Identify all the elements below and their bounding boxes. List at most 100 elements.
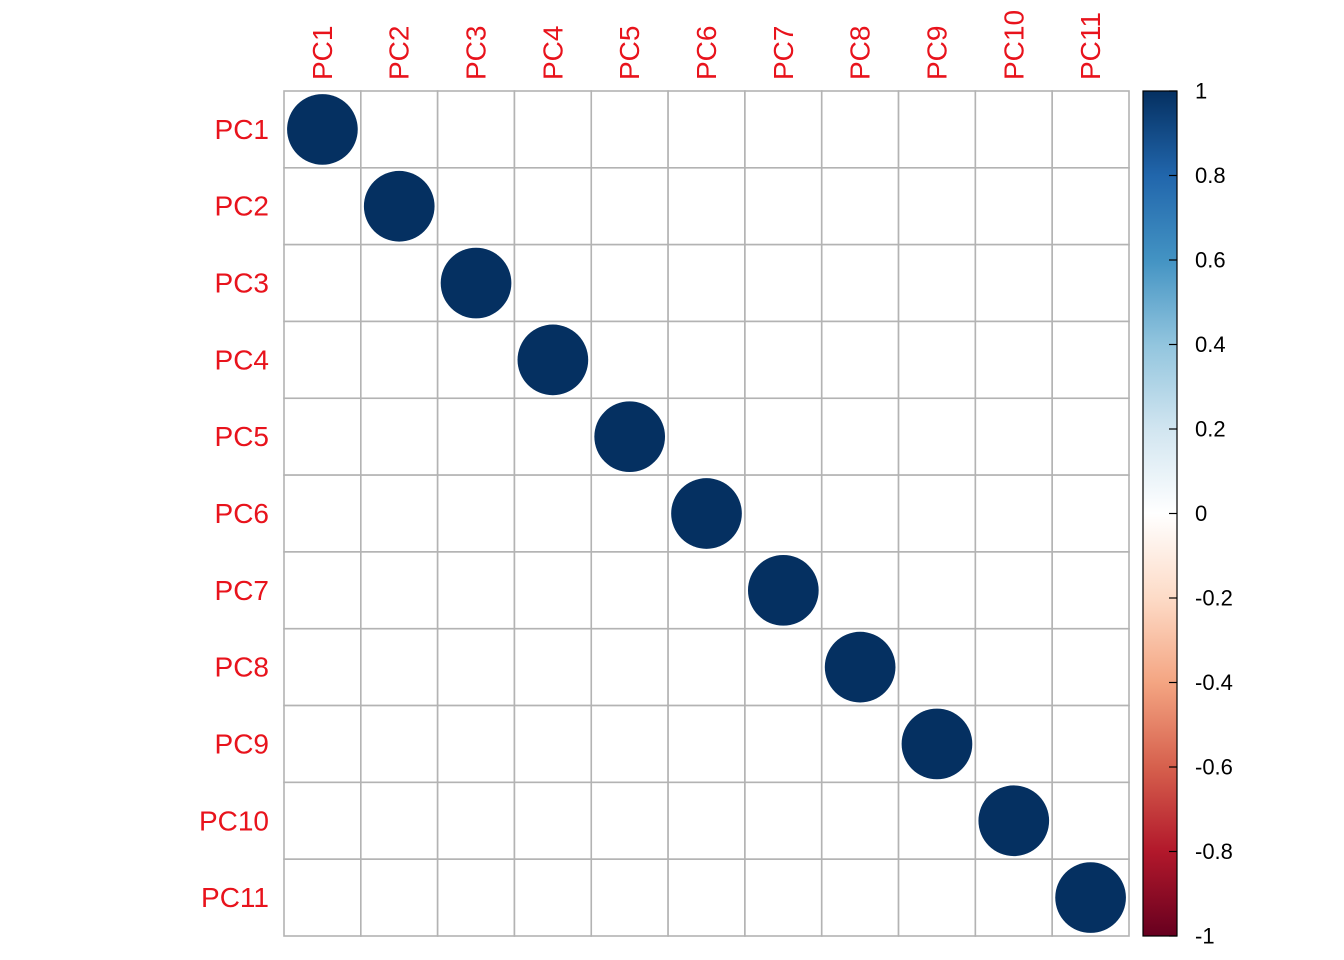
- grid-cell-PC10-PC11: [1051, 781, 1130, 860]
- grid-cell-PC11-PC1: [283, 858, 362, 937]
- grid-cell-PC1-PC7: [744, 90, 823, 169]
- colorbar-tick-label: 0.2: [1195, 417, 1226, 442]
- grid-cell-PC5-PC2: [360, 397, 439, 476]
- grid-cell-PC1-PC5: [590, 90, 669, 169]
- grid-cell-PC11-PC7: [744, 858, 823, 937]
- grid-cell-PC1-PC10: [974, 90, 1053, 169]
- colorbar-tick-label: 0: [1195, 501, 1207, 526]
- grid-cell-PC7-PC10: [974, 551, 1053, 630]
- grid-cell-PC8-PC9: [897, 627, 977, 707]
- correlation-circle-PC8-PC8: [824, 631, 896, 703]
- column-label-PC5: PC5: [614, 26, 645, 80]
- row-labels: PC1 PC2 PC3 PC4 PC5 PC6 PC7 PC8 PC9 PC10 PC11: [199, 114, 269, 913]
- grid-cell-PC9-PC4: [513, 704, 593, 784]
- grid-cell-PC5-PC11: [1051, 397, 1130, 476]
- grid-cell-PC7-PC3: [436, 551, 516, 630]
- grid-cell-PC4-PC9: [897, 320, 977, 400]
- grid-cell-PC2-PC9: [897, 167, 977, 246]
- column-label-PC8: PC8: [845, 26, 876, 80]
- grid-cell-PC1-PC6: [667, 90, 746, 169]
- grid-cell-PC5-PC10: [974, 397, 1053, 476]
- grid-cell-PC2-PC10: [974, 167, 1053, 246]
- grid-cell-PC7-PC9: [897, 551, 977, 630]
- column-label-PC4: PC4: [537, 26, 568, 80]
- grid-cell-PC8-PC11: [1051, 627, 1130, 707]
- grid-cell-PC9-PC2: [360, 704, 439, 784]
- grid-cell-PC10-PC9: [897, 781, 977, 860]
- grid-cell-PC2-PC1: [283, 167, 362, 246]
- colorbar-tick-label: 1: [1195, 79, 1207, 104]
- grid-cell-PC6-PC3: [436, 474, 516, 553]
- grid-cell-PC1-PC11: [1051, 90, 1130, 169]
- grid-cell-PC6-PC10: [974, 474, 1053, 553]
- row-label-PC9: PC9: [215, 728, 269, 759]
- colorbar-tick-label: -1: [1195, 924, 1215, 949]
- correlation-circle-PC3-PC3: [440, 247, 512, 319]
- column-label-PC3: PC3: [461, 26, 492, 80]
- grid-cell-PC4-PC10: [974, 320, 1053, 400]
- correlation-circle-PC5-PC5: [594, 401, 666, 473]
- grid-cell-PC11-PC2: [360, 858, 439, 937]
- grid-cell-PC4-PC11: [1051, 320, 1130, 400]
- row-label-PC4: PC4: [215, 344, 269, 375]
- grid-cell-PC9-PC7: [744, 704, 823, 784]
- grid-cell-PC10-PC1: [283, 781, 362, 860]
- column-label-PC9: PC9: [921, 26, 952, 80]
- grid-cell-PC6-PC5: [590, 474, 669, 553]
- grid-cell-PC5-PC8: [820, 397, 900, 476]
- colorbar-tick-label: 0.4: [1195, 332, 1226, 357]
- row-label-PC6: PC6: [215, 498, 269, 529]
- colorbar: 1 0.8 0.6 0.4 0.2 0 -0.2 -0.4 -0.6 -0.8 -1: [1142, 79, 1233, 949]
- grid-cell-PC4-PC2: [360, 320, 439, 400]
- grid-cell-PC9-PC8: [820, 704, 900, 784]
- grid-cell-PC7-PC4: [513, 551, 593, 630]
- correlation-circle-PC4-PC4: [517, 324, 589, 396]
- column-label-PC11: PC11: [1075, 12, 1106, 80]
- grid-cell-PC9-PC11: [1051, 704, 1130, 784]
- grid-cell-PC10-PC7: [744, 781, 823, 860]
- row-label-PC2: PC2: [215, 191, 269, 222]
- grid-cell-PC3-PC9: [897, 243, 977, 323]
- correlation-circle-PC9-PC9: [901, 708, 973, 780]
- grid-cell-PC3-PC7: [744, 243, 823, 323]
- grid-cell-PC7-PC11: [1051, 551, 1130, 630]
- grid-cell-PC8-PC3: [436, 627, 516, 707]
- correlation-circle-PC2-PC2: [363, 170, 435, 242]
- grid-cell-PC7-PC5: [590, 551, 669, 630]
- grid-cell-PC1-PC2: [360, 90, 439, 169]
- grid-cell-PC7-PC8: [820, 551, 900, 630]
- grid-cell-PC6-PC9: [897, 474, 977, 553]
- grid-cell-PC10-PC8: [820, 781, 900, 860]
- column-label-PC6: PC6: [691, 26, 722, 80]
- grid-cell-PC11-PC9: [897, 858, 977, 937]
- correlation-circle-PC7-PC7: [747, 554, 819, 626]
- grid-cell-PC1-PC8: [820, 90, 900, 169]
- grid-cell-PC3-PC6: [667, 243, 746, 323]
- row-label-PC11: PC11: [201, 882, 269, 913]
- grid-cell-PC2-PC11: [1051, 167, 1130, 246]
- grid-cell-PC10-PC2: [360, 781, 439, 860]
- correlation-circle-PC10-PC10: [978, 785, 1050, 857]
- correlation-circle-PC1-PC1: [287, 94, 358, 165]
- row-label-PC5: PC5: [215, 421, 269, 452]
- grid-cell-PC5-PC6: [667, 397, 746, 476]
- colorbar-tick-label: -0.2: [1195, 586, 1233, 611]
- grid-cell-PC6-PC7: [744, 474, 823, 553]
- grid-cell-PC7-PC1: [283, 551, 362, 630]
- colorbar-tick-label: -0.8: [1195, 839, 1233, 864]
- grid-cell-PC3-PC1: [283, 243, 362, 323]
- grid-cell-PC4-PC7: [744, 320, 823, 400]
- grid-layer: [283, 90, 1130, 937]
- grid-cell-PC11-PC8: [820, 858, 900, 937]
- grid-cell-PC5-PC1: [283, 397, 362, 476]
- grid-cell-PC2-PC4: [513, 167, 593, 246]
- grid-cell-PC1-PC4: [513, 90, 593, 169]
- grid-cell-PC8-PC6: [667, 627, 746, 707]
- grid-cell-PC9-PC10: [974, 704, 1053, 784]
- grid-cell-PC11-PC3: [436, 858, 516, 937]
- grid-cell-PC9-PC5: [590, 704, 669, 784]
- grid-cell-PC2-PC5: [590, 167, 669, 246]
- grid-cell-PC6-PC11: [1051, 474, 1130, 553]
